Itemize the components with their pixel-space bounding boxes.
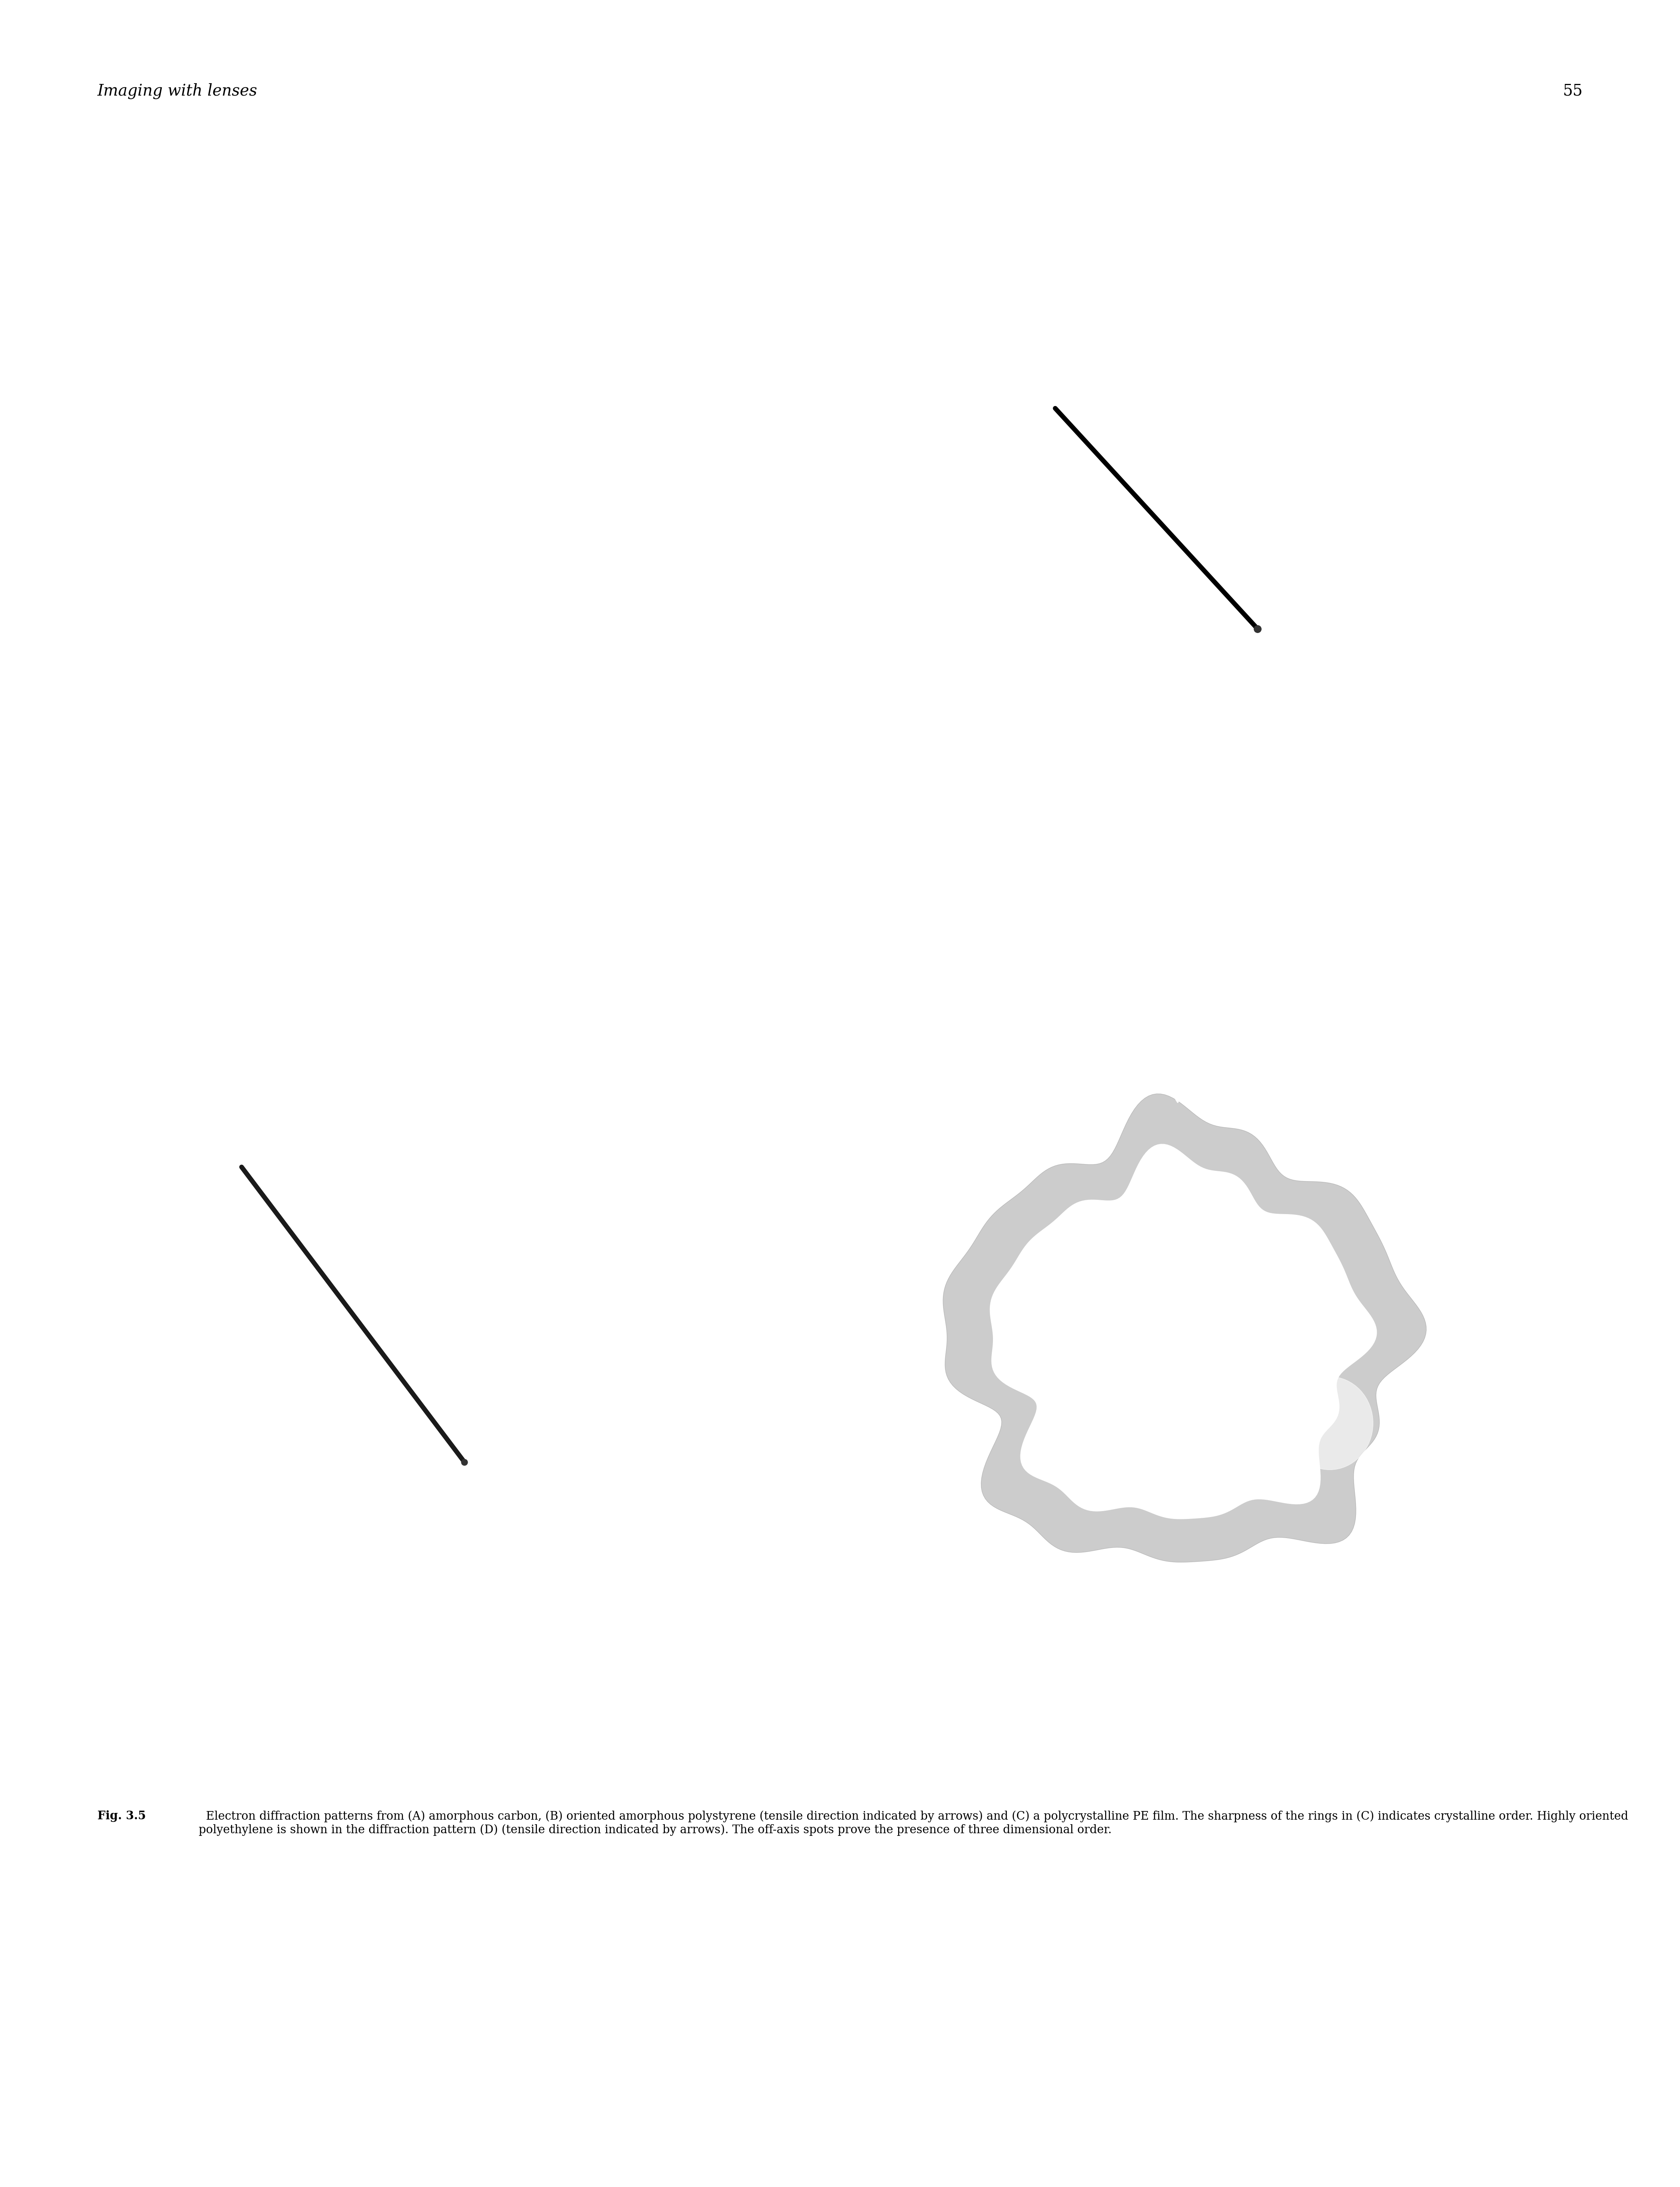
Text: Fig. 3.5: Fig. 3.5: [97, 1811, 146, 1822]
Text: Electron diffraction patterns from (A) amorphous carbon, (B) oriented amorphous : Electron diffraction patterns from (A) a…: [198, 1811, 1628, 1835]
Circle shape: [228, 271, 595, 656]
Text: A: A: [124, 796, 134, 811]
Text: D: D: [889, 1653, 902, 1669]
Ellipse shape: [969, 352, 1373, 711]
Circle shape: [1287, 1376, 1373, 1470]
Text: C: C: [124, 1653, 136, 1669]
Text: Imaging with lenses: Imaging with lenses: [97, 83, 257, 98]
Text: B: B: [889, 796, 902, 811]
Polygon shape: [942, 1094, 1426, 1562]
Text: 55: 55: [1562, 83, 1583, 98]
Polygon shape: [990, 1144, 1376, 1520]
Circle shape: [202, 1074, 570, 1509]
